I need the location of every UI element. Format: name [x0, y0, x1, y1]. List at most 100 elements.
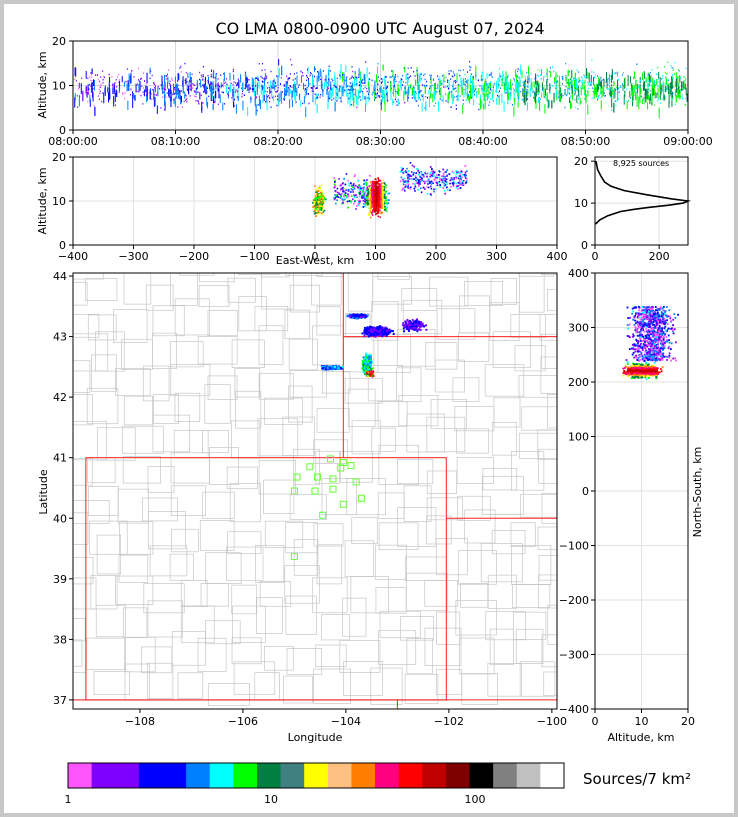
time-height-source [313, 66, 315, 72]
time-height-source [642, 85, 644, 88]
ew-source [371, 187, 373, 189]
time-height-source [638, 96, 640, 99]
time-height-source [554, 77, 556, 83]
time-height-source [578, 92, 580, 95]
ew-source [314, 209, 317, 212]
time-height-source [498, 90, 500, 92]
time-height-source [91, 79, 93, 82]
ew-source [464, 165, 467, 167]
time-height-source [672, 69, 674, 71]
time-height-source [508, 81, 510, 91]
time-height-source [425, 96, 427, 98]
time-tick-label-2: 08:20:00 [253, 135, 302, 148]
time-height-source [235, 104, 237, 114]
time-height-source [381, 81, 383, 83]
time-height-source [89, 83, 91, 86]
time-height-source [671, 81, 673, 90]
time-height-source [334, 77, 336, 88]
time-height-source [490, 81, 492, 89]
ew-source [371, 190, 373, 192]
time-height-source [556, 81, 558, 84]
ew-source [374, 200, 377, 203]
ew-source [461, 180, 464, 183]
time-height-source [617, 95, 619, 97]
time-height-source [600, 100, 602, 110]
ew-source [314, 195, 317, 198]
time-height-source [217, 78, 219, 80]
ew-source [414, 183, 416, 185]
county-outline [143, 583, 185, 614]
time-height-source [417, 73, 419, 83]
time-height-source [448, 80, 450, 90]
ew-source [347, 190, 350, 192]
time-height-source [619, 90, 621, 93]
time-height-source [200, 94, 202, 97]
time-height-source [510, 84, 512, 91]
county-outline [315, 644, 347, 668]
time-height-source [551, 84, 553, 87]
ew-source [338, 178, 340, 180]
ew-source [339, 189, 342, 192]
time-height-source [661, 83, 663, 85]
county-outline [457, 550, 497, 585]
time-height-source [375, 96, 377, 99]
time-height-source [594, 84, 596, 95]
ew-source [417, 188, 419, 191]
time-height-source [627, 99, 629, 102]
time-height-source [576, 78, 578, 89]
ew-source [417, 168, 419, 170]
time-height-source [200, 79, 202, 88]
time-height-source [582, 87, 584, 90]
time-height-source [443, 73, 445, 82]
time-height-source [233, 104, 235, 107]
time-height-source [539, 69, 541, 72]
time-height-source [615, 92, 617, 94]
time-height-source [293, 83, 295, 91]
time-height-source [263, 94, 265, 101]
time-height-source [537, 90, 539, 93]
time-height-source [442, 95, 444, 103]
time-height-source [331, 78, 333, 80]
ew-source [420, 179, 422, 182]
time-tick-label-5: 08:50:00 [561, 135, 610, 148]
time-height-source [183, 100, 185, 103]
time-height-source [615, 100, 617, 103]
ew-source [370, 190, 372, 192]
time-height-source [215, 90, 217, 99]
ew-source [373, 202, 376, 205]
time-height-source [165, 88, 167, 91]
ew-source [433, 188, 435, 191]
county-outline [487, 574, 517, 610]
ew-source [406, 182, 409, 184]
time-height-source [169, 89, 171, 96]
time-height-source [679, 93, 681, 100]
time-height-source [546, 73, 548, 75]
time-height-source [394, 88, 396, 91]
time-height-source [164, 82, 166, 89]
ew-source [367, 185, 369, 188]
time-height-source [112, 83, 114, 95]
ew-source [443, 182, 446, 185]
time-height-source [340, 86, 342, 92]
ew-source [369, 202, 371, 205]
time-height-source [439, 90, 441, 93]
time-height-source [396, 90, 398, 93]
time-height-source [664, 71, 666, 74]
ew-source [372, 182, 374, 185]
ew-source [377, 177, 380, 179]
county-outline [171, 631, 206, 666]
time-height-source [428, 100, 430, 108]
time-height-source [600, 91, 602, 94]
time-height-source [649, 96, 651, 105]
time-height-source [138, 91, 140, 93]
time-height-source [168, 82, 170, 85]
ew-source [364, 198, 366, 200]
time-height-source [652, 87, 654, 96]
ew-source [376, 190, 379, 193]
time-height-source [550, 67, 552, 69]
ew-source [382, 179, 384, 181]
time-height-source [661, 84, 663, 92]
time-height-source [416, 69, 418, 72]
time-height-source [195, 100, 197, 102]
time-height-source [226, 83, 228, 86]
